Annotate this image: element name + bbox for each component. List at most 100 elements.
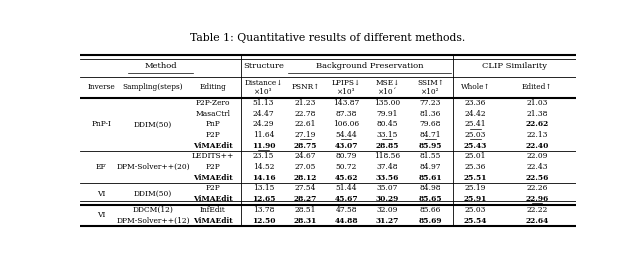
Text: 51.13: 51.13 xyxy=(253,99,274,107)
Text: 13.78: 13.78 xyxy=(253,206,274,214)
Text: Background Preservation: Background Preservation xyxy=(316,62,423,70)
Text: P2P-Zero: P2P-Zero xyxy=(195,99,230,107)
Text: 81.55: 81.55 xyxy=(420,153,441,161)
Text: EF: EF xyxy=(96,163,106,171)
Text: 25.03: 25.03 xyxy=(465,206,486,214)
Text: 25.43: 25.43 xyxy=(464,142,487,150)
Text: 22.22: 22.22 xyxy=(526,206,548,214)
Text: Sampling(steps): Sampling(steps) xyxy=(123,83,184,91)
Text: 22.61: 22.61 xyxy=(295,120,316,129)
Text: PSNR↑: PSNR↑ xyxy=(292,83,320,91)
Text: 11.90: 11.90 xyxy=(252,142,275,150)
Text: 85.61: 85.61 xyxy=(419,174,442,182)
Text: 85.95: 85.95 xyxy=(419,142,442,150)
Text: 143.87: 143.87 xyxy=(333,99,359,107)
Text: 23.15: 23.15 xyxy=(253,153,274,161)
Text: 51.44: 51.44 xyxy=(335,185,357,193)
Text: 22.09: 22.09 xyxy=(526,153,548,161)
Text: 79.91: 79.91 xyxy=(376,110,398,118)
Text: 24.42: 24.42 xyxy=(465,110,486,118)
Text: 22.64: 22.64 xyxy=(525,217,548,225)
Text: 28.12: 28.12 xyxy=(294,174,317,182)
Text: LPIPS↓
×10³: LPIPS↓ ×10³ xyxy=(332,79,361,96)
Text: LEDITS++: LEDITS++ xyxy=(191,153,234,161)
Text: DDIM(50): DDIM(50) xyxy=(134,190,172,198)
Text: 12.50: 12.50 xyxy=(252,217,275,225)
Text: 33.56: 33.56 xyxy=(376,174,399,182)
Text: 25.19: 25.19 xyxy=(465,185,486,193)
Text: CLIP Similarity: CLIP Similarity xyxy=(482,62,547,70)
Text: 22.96: 22.96 xyxy=(525,195,548,203)
Text: InfEdit: InfEdit xyxy=(200,206,225,214)
Text: 22.56: 22.56 xyxy=(525,174,548,182)
Text: 24.47: 24.47 xyxy=(253,110,275,118)
Text: 28.75: 28.75 xyxy=(294,142,317,150)
Text: 24.67: 24.67 xyxy=(295,153,316,161)
Text: 25.51: 25.51 xyxy=(464,174,487,182)
Text: DDIM(50): DDIM(50) xyxy=(134,120,172,129)
Text: VI: VI xyxy=(97,190,105,198)
Text: 79.68: 79.68 xyxy=(420,120,441,129)
Text: DPM-Solver++(20): DPM-Solver++(20) xyxy=(116,163,190,171)
Text: 77.23: 77.23 xyxy=(420,99,441,107)
Text: 28.85: 28.85 xyxy=(376,142,399,150)
Text: Distance↓
×10³: Distance↓ ×10³ xyxy=(244,79,283,96)
Text: 43.07: 43.07 xyxy=(334,142,358,150)
Text: Whole↑: Whole↑ xyxy=(461,83,490,91)
Text: 12.65: 12.65 xyxy=(252,195,275,203)
Text: 37.48: 37.48 xyxy=(376,163,398,171)
Text: 44.88: 44.88 xyxy=(334,217,358,225)
Text: P2P: P2P xyxy=(205,131,220,139)
Text: 27.54: 27.54 xyxy=(295,185,316,193)
Text: 21.03: 21.03 xyxy=(526,99,548,107)
Text: 22.13: 22.13 xyxy=(526,131,548,139)
Text: Structure: Structure xyxy=(243,62,284,70)
Text: 28.51: 28.51 xyxy=(295,206,316,214)
Text: VI: VI xyxy=(97,211,105,219)
Text: 85.65: 85.65 xyxy=(419,195,442,203)
Text: DPM-Solver++(12): DPM-Solver++(12) xyxy=(116,217,190,225)
Text: P2P: P2P xyxy=(205,163,220,171)
Text: PnP-I: PnP-I xyxy=(91,120,111,129)
Text: 14.16: 14.16 xyxy=(252,174,275,182)
Text: 22.40: 22.40 xyxy=(525,142,548,150)
Text: 28.31: 28.31 xyxy=(294,217,317,225)
Text: ViMAEdit: ViMAEdit xyxy=(193,174,232,182)
Text: 11.64: 11.64 xyxy=(253,131,275,139)
Text: 50.72: 50.72 xyxy=(335,163,356,171)
Text: 25.91: 25.91 xyxy=(464,195,487,203)
Text: 85.66: 85.66 xyxy=(420,206,441,214)
Text: 33.15: 33.15 xyxy=(376,131,398,139)
Text: 21.38: 21.38 xyxy=(526,110,548,118)
Text: 80.79: 80.79 xyxy=(335,153,356,161)
Text: ViMAEdit: ViMAEdit xyxy=(193,142,232,150)
Text: 81.36: 81.36 xyxy=(420,110,441,118)
Text: 25.36: 25.36 xyxy=(465,163,486,171)
Text: 13.15: 13.15 xyxy=(253,185,274,193)
Text: 28.27: 28.27 xyxy=(294,195,317,203)
Text: 32.09: 32.09 xyxy=(376,206,398,214)
Text: Edited↑: Edited↑ xyxy=(522,83,552,91)
Text: 45.67: 45.67 xyxy=(334,195,358,203)
Text: Inverse: Inverse xyxy=(87,83,115,91)
Text: PnP: PnP xyxy=(205,120,220,129)
Text: Table 1: Quantitative results of different methods.: Table 1: Quantitative results of differe… xyxy=(190,33,466,42)
Text: 24.29: 24.29 xyxy=(253,120,275,129)
Text: 47.58: 47.58 xyxy=(335,206,357,214)
Text: 118.56: 118.56 xyxy=(374,153,401,161)
Text: 25.41: 25.41 xyxy=(465,120,486,129)
Text: 22.78: 22.78 xyxy=(295,110,316,118)
Text: 27.05: 27.05 xyxy=(295,163,316,171)
Text: 25.54: 25.54 xyxy=(464,217,487,225)
Text: 84.98: 84.98 xyxy=(420,185,441,193)
Text: MasaCtrl: MasaCtrl xyxy=(195,110,230,118)
Text: DDCM(12): DDCM(12) xyxy=(132,206,173,214)
Text: 23.36: 23.36 xyxy=(465,99,486,107)
Text: 80.45: 80.45 xyxy=(376,120,398,129)
Text: ViMAEdit: ViMAEdit xyxy=(193,217,232,225)
Text: 84.71: 84.71 xyxy=(420,131,441,139)
Text: 45.62: 45.62 xyxy=(334,174,358,182)
Text: 22.62: 22.62 xyxy=(525,120,548,129)
Text: P2P: P2P xyxy=(205,185,220,193)
Text: 22.43: 22.43 xyxy=(526,163,548,171)
